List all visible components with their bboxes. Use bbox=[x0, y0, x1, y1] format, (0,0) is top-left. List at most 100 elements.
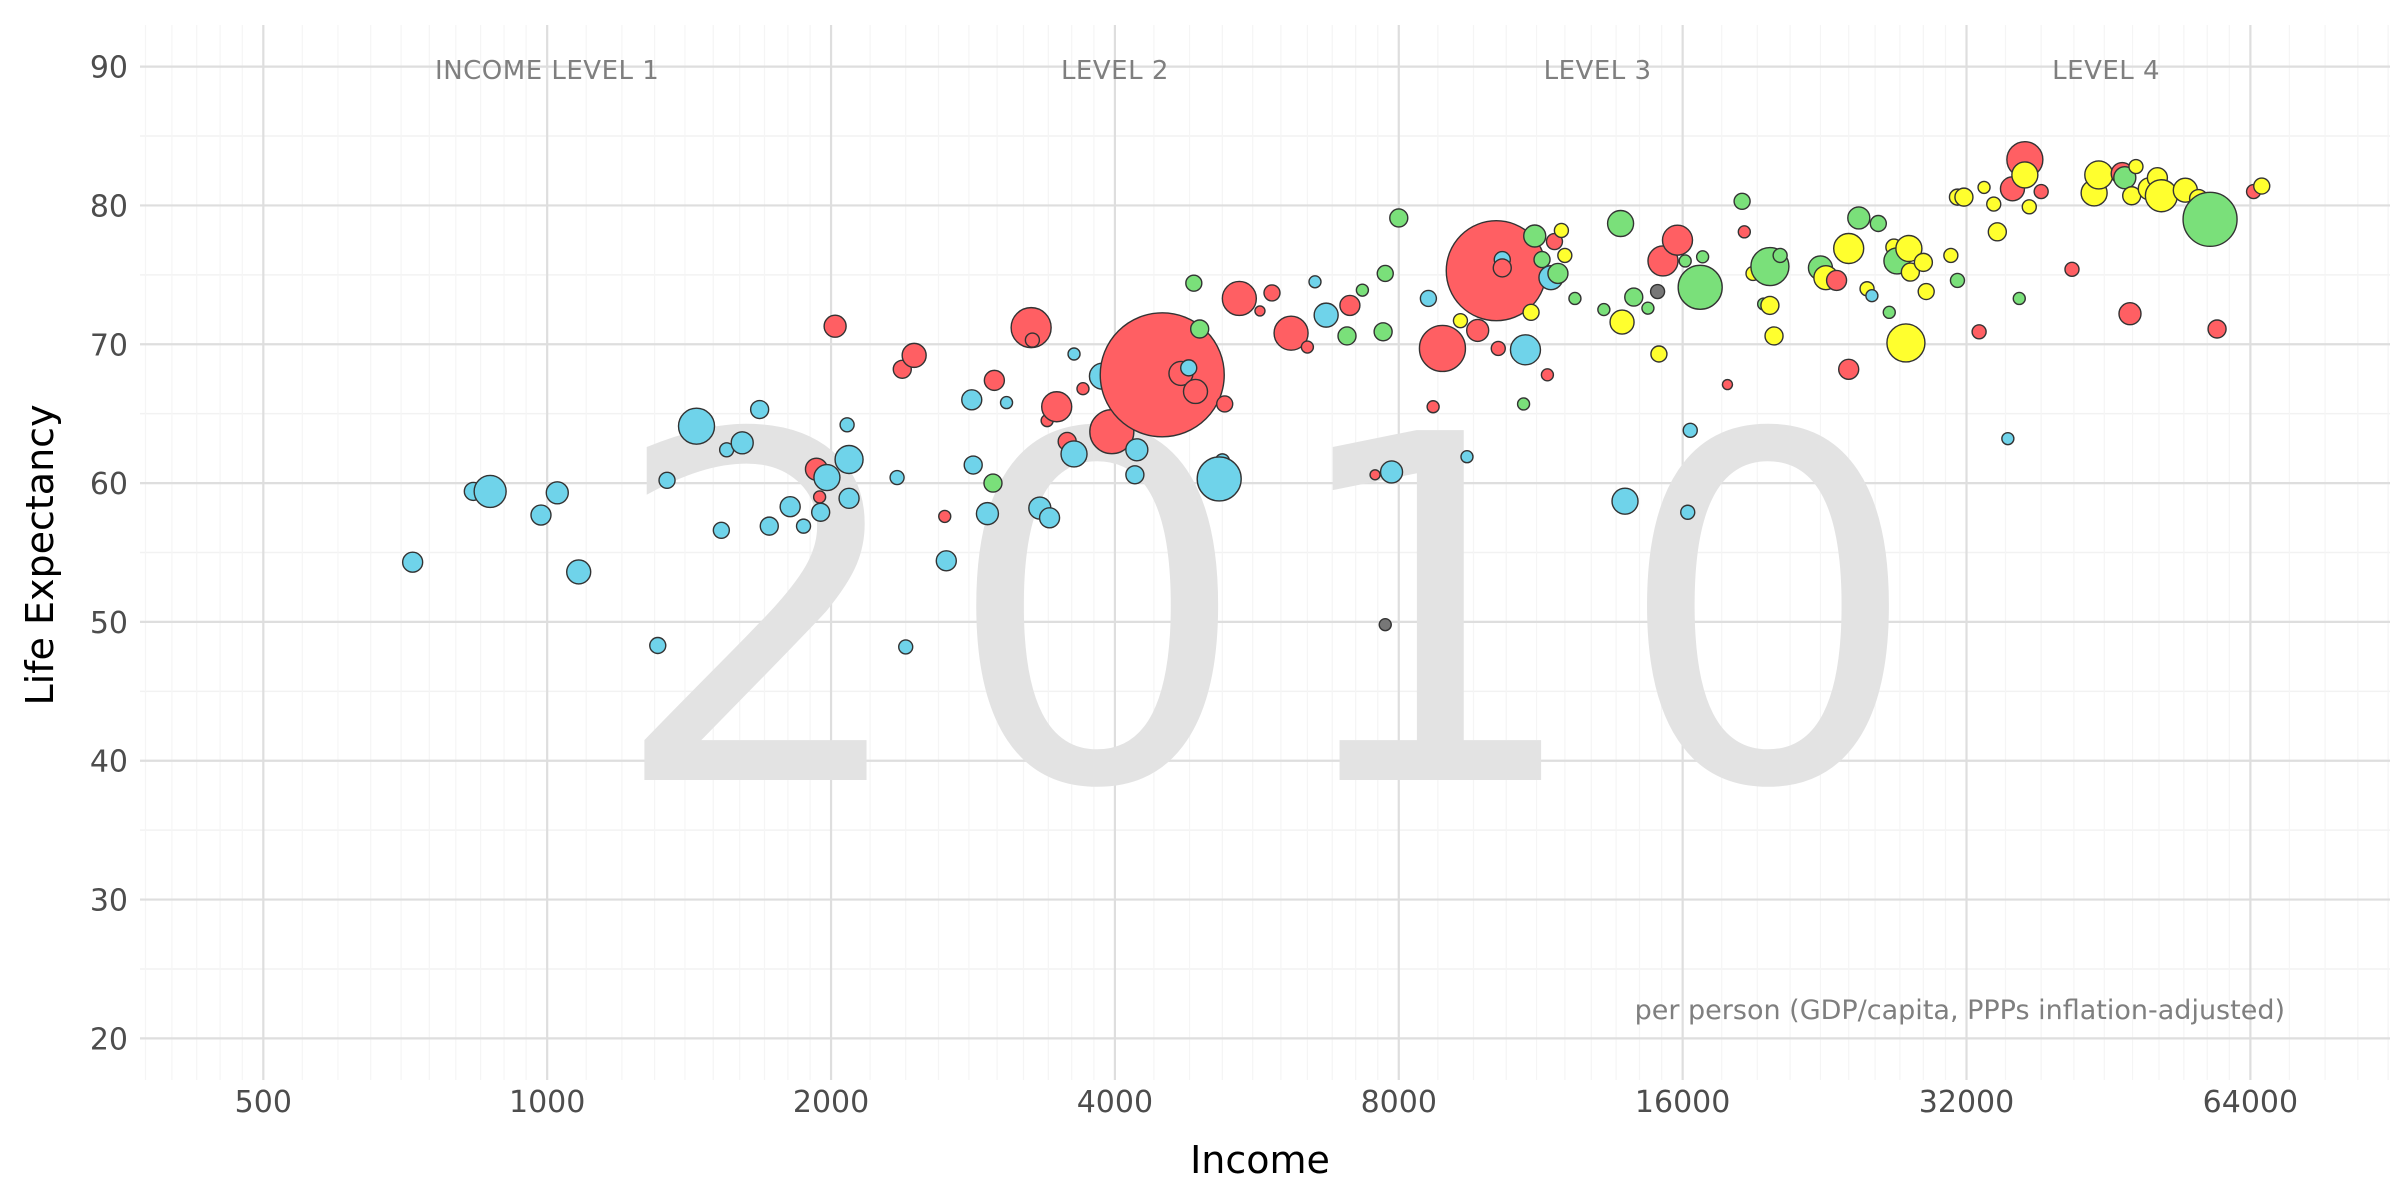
data-point-africa bbox=[712, 521, 731, 539]
data-point-americas bbox=[1189, 319, 1210, 339]
data-point-europe bbox=[1650, 345, 1668, 363]
data-point-europe bbox=[1760, 295, 1780, 316]
data-point-africa bbox=[999, 395, 1014, 410]
data-point-africa bbox=[889, 469, 905, 486]
data-point-asia bbox=[1263, 284, 1281, 302]
data-point-asia bbox=[1837, 358, 1860, 380]
data-point-europe bbox=[1900, 262, 1921, 282]
y-tick-label: 60 bbox=[90, 467, 128, 502]
data-point-africa bbox=[1379, 460, 1404, 484]
data-point-africa bbox=[963, 455, 983, 475]
data-point-africa bbox=[530, 504, 552, 526]
income-level-label: LEVEL 2 bbox=[1061, 56, 1169, 86]
data-point-africa bbox=[1060, 440, 1088, 468]
data-point-africa bbox=[401, 551, 424, 573]
data-point-europe bbox=[2084, 160, 2114, 190]
data-point-europe bbox=[1895, 234, 1923, 263]
data-point-asia bbox=[1737, 225, 1752, 239]
data-point-europe bbox=[2021, 199, 2037, 215]
data-point-americas bbox=[983, 473, 1003, 493]
data-point-asia bbox=[2207, 319, 2227, 339]
data-point-europe bbox=[1832, 232, 1865, 265]
y-tick-label: 20 bbox=[90, 1022, 128, 1057]
data-point-americas bbox=[1606, 209, 1635, 238]
y-tick-label: 30 bbox=[90, 884, 128, 919]
y-tick-label: 70 bbox=[90, 328, 128, 363]
data-point-europe bbox=[1986, 196, 2002, 212]
data-point-africa bbox=[649, 636, 667, 655]
data-point-asia bbox=[901, 342, 927, 369]
data-point-asia bbox=[1182, 378, 1209, 405]
data-point-europe bbox=[1954, 187, 1974, 207]
data-point-americas bbox=[1389, 208, 1409, 228]
data-point-americas bbox=[1376, 264, 1394, 283]
data-point-africa bbox=[1038, 507, 1061, 529]
x-tick-label: 1000 bbox=[509, 1085, 585, 1120]
data-point-asia bbox=[812, 490, 827, 504]
data-point-asia bbox=[1465, 318, 1490, 343]
data-point-africa bbox=[749, 399, 770, 420]
data-point-americas bbox=[1949, 272, 1966, 289]
income-level-labels: INCOME LEVEL 1 LEVEL 2 LEVEL 3 LEVEL 4 bbox=[435, 56, 2160, 86]
x-tick-label: 8000 bbox=[1361, 1085, 1437, 1120]
x-tick-label: 16000 bbox=[1635, 1085, 1730, 1120]
data-point-africa bbox=[838, 487, 860, 510]
data-point-americas bbox=[1641, 301, 1655, 315]
y-tick-label: 90 bbox=[90, 51, 128, 86]
data-point-europe bbox=[1886, 323, 1926, 363]
data-point-asia bbox=[2064, 261, 2080, 278]
data-point-africa bbox=[730, 431, 754, 455]
income-level-label: LEVEL 4 bbox=[2052, 56, 2160, 86]
data-point-americas bbox=[2113, 165, 2137, 190]
data-point-americas bbox=[1547, 262, 1569, 285]
data-point-asia bbox=[1024, 332, 1041, 348]
data-point-americas bbox=[2182, 191, 2238, 248]
data-point-asia bbox=[2118, 302, 2142, 326]
data-point-americas bbox=[1847, 206, 1871, 230]
data-point-asia bbox=[823, 314, 847, 338]
data-point-asia bbox=[1041, 391, 1073, 423]
grid-layer bbox=[140, 25, 2390, 1080]
data-point-africa bbox=[898, 639, 914, 655]
data-point-africa bbox=[1682, 422, 1698, 439]
data-point-asia bbox=[1426, 400, 1440, 414]
data-point-europe bbox=[2144, 179, 2179, 213]
data-point-asia bbox=[1971, 324, 1987, 340]
data-point-americas bbox=[1677, 264, 1723, 311]
data-point-africa bbox=[1180, 359, 1198, 377]
data-point-asia bbox=[1825, 269, 1848, 292]
data-point-asia bbox=[1339, 294, 1361, 317]
data-point-africa bbox=[1308, 275, 1322, 289]
tick-labels: 500 1000 2000 4000 8000 16000 32000 64000 20 30 40… bbox=[90, 51, 2298, 1120]
data-point-europe bbox=[1943, 247, 1959, 264]
data-point-asia bbox=[1369, 469, 1381, 481]
data-point-other bbox=[1378, 617, 1392, 632]
data-point-asia bbox=[1216, 395, 1234, 413]
data-point-africa bbox=[1865, 288, 1879, 303]
y-axis-title: Life Expectancy bbox=[18, 404, 62, 705]
data-point-americas bbox=[1624, 287, 1644, 307]
data-point-asia bbox=[1221, 280, 1258, 317]
data-point-africa bbox=[1680, 504, 1696, 520]
data-point-europe bbox=[1977, 180, 1991, 195]
data-point-africa bbox=[1067, 347, 1081, 361]
data-point-americas bbox=[1695, 250, 1710, 264]
data-point-europe bbox=[1987, 222, 2008, 242]
data-point-asia bbox=[1300, 340, 1315, 354]
data-point-americas bbox=[1337, 326, 1357, 346]
data-point-africa bbox=[839, 417, 855, 433]
data-point-asia bbox=[1490, 340, 1506, 357]
data-point-africa bbox=[935, 550, 957, 572]
data-point-americas bbox=[1533, 250, 1551, 269]
data-point-americas bbox=[1772, 247, 1788, 264]
data-point-europe bbox=[1557, 247, 1573, 264]
data-point-asia bbox=[1076, 381, 1090, 396]
data-point-americas bbox=[1568, 291, 1582, 306]
data-point-americas bbox=[1516, 397, 1531, 411]
data-point-asia bbox=[1254, 305, 1266, 317]
data-point-europe bbox=[1553, 222, 1570, 239]
background-year: 2010 bbox=[609, 335, 1951, 894]
y-tick-label: 50 bbox=[90, 606, 128, 641]
data-point-asia bbox=[1540, 368, 1555, 382]
